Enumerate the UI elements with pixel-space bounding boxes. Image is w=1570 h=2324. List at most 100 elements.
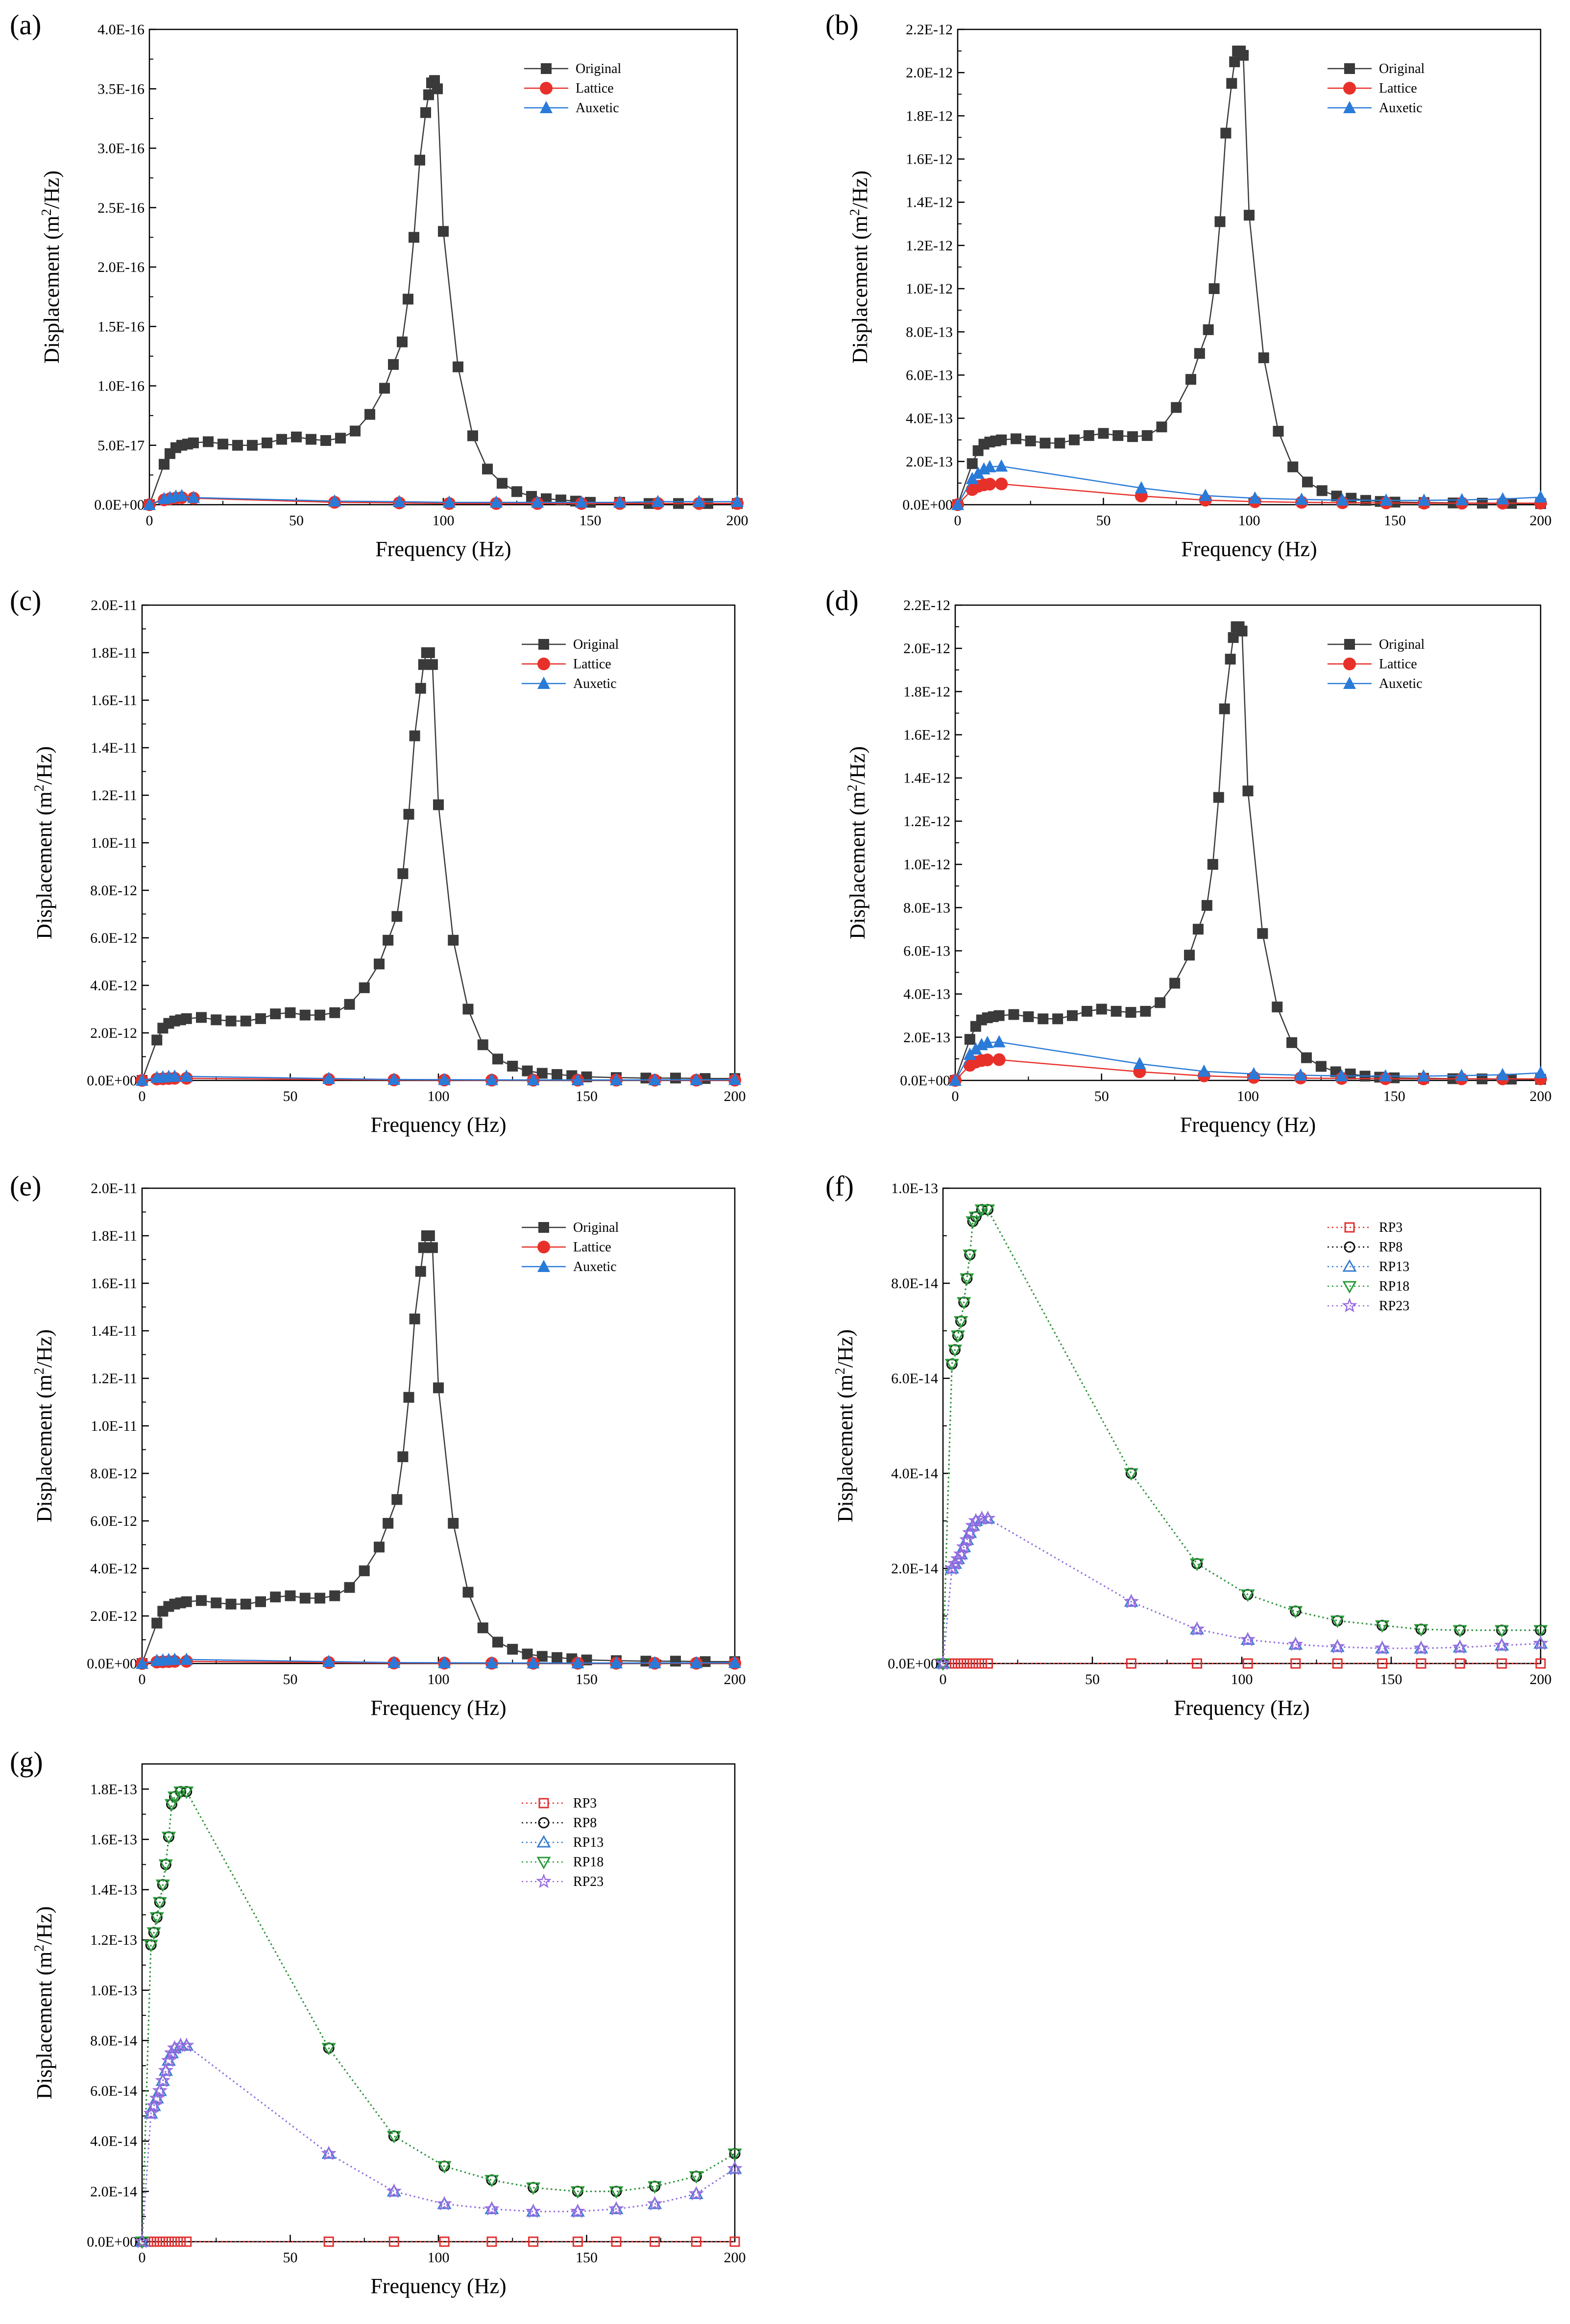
- y-tick-label: 1.2E-12: [903, 813, 950, 830]
- data-point: [1124, 1594, 1138, 1607]
- x-tick-label: 100: [433, 513, 455, 529]
- y-tick-label: 1.8E-11: [91, 1228, 137, 1244]
- data-point: [1123, 1593, 1139, 1609]
- data-point: [507, 1643, 518, 1655]
- data-point: [484, 2175, 499, 2188]
- data-point: [992, 1035, 1006, 1048]
- data-point: [329, 1007, 340, 1018]
- series-line: [141, 2045, 735, 2242]
- legend-label: RP3: [1379, 1220, 1402, 1235]
- data-point: [247, 440, 258, 451]
- data-point: [993, 1010, 1005, 1021]
- data-point: [155, 2073, 170, 2086]
- data-point: [320, 435, 331, 446]
- data-point: [1301, 1052, 1312, 1063]
- y-tick-label: 1.8E-12: [903, 684, 950, 700]
- data-point: [1248, 491, 1261, 504]
- data-point: [146, 1927, 161, 1940]
- data-point: [439, 2236, 450, 2247]
- data-point: [690, 1073, 703, 1085]
- data-point: [536, 1651, 548, 1662]
- x-tick-label: 50: [283, 2250, 298, 2266]
- data-point: [168, 1069, 181, 1082]
- data-point: [497, 478, 507, 489]
- data-point: [964, 1034, 975, 1045]
- data-point: [731, 494, 744, 507]
- y-axis-label: Displacement (m2/Hz): [32, 1329, 56, 1522]
- legend-marker: [1342, 1281, 1357, 1294]
- y-axis-label-tail: /Hz): [833, 1329, 857, 1368]
- y-tick-label: 1.6E-12: [903, 727, 950, 743]
- data-point: [149, 2091, 164, 2104]
- y-axis-label-sup: 2: [32, 784, 47, 791]
- data-point: [143, 498, 156, 510]
- x-axis-label: Frequency (Hz): [1180, 1113, 1316, 1137]
- series-auxetic: [949, 1035, 1547, 1086]
- data-point: [980, 1511, 995, 1524]
- y-tick-label: 6.0E-14: [90, 2083, 137, 2099]
- data-point: [397, 868, 409, 880]
- data-point: [983, 1658, 993, 1669]
- y-tick-label: 6.0E-12: [90, 930, 137, 946]
- plot-frame: [141, 604, 736, 1081]
- data-point: [609, 2186, 624, 2199]
- data-point: [436, 2196, 452, 2211]
- data-point: [167, 1791, 182, 1804]
- data-point: [1534, 490, 1547, 503]
- y-tick-label: 1.2E-13: [90, 1932, 137, 1948]
- data-point: [525, 2203, 541, 2218]
- data-point: [329, 1590, 340, 1601]
- data-point: [1194, 348, 1205, 359]
- data-point: [299, 1009, 311, 1021]
- data-point: [217, 439, 228, 450]
- data-point: [949, 1074, 962, 1086]
- y-tick-label: 0.0E+00: [87, 2234, 137, 2250]
- data-point: [1497, 1658, 1507, 1669]
- legend-marker: [540, 101, 553, 113]
- data-point: [965, 1517, 981, 1533]
- data-point: [255, 1596, 266, 1607]
- legend-label: Auxetic: [1379, 100, 1423, 116]
- data-point: [570, 2203, 586, 2218]
- data-point: [527, 1073, 540, 1086]
- data-point: [1127, 431, 1138, 442]
- x-tick-label: 150: [580, 513, 602, 529]
- x-axis-label: Frequency (Hz): [370, 2274, 506, 2298]
- data-point: [1452, 1625, 1467, 1638]
- y-tick-label: 8.0E-13: [906, 324, 953, 340]
- data-point: [485, 1656, 498, 1668]
- data-point: [1240, 1589, 1255, 1602]
- data-point: [335, 433, 346, 444]
- data-point: [448, 1517, 459, 1529]
- data-point: [575, 495, 588, 508]
- data-point: [610, 1073, 623, 1086]
- x-tick-label: 100: [1237, 1088, 1259, 1104]
- data-point: [1124, 1468, 1138, 1481]
- data-point: [1452, 1639, 1467, 1653]
- data-point: [970, 1658, 981, 1669]
- data-point: [196, 1012, 207, 1023]
- data-point: [409, 1313, 420, 1324]
- data-point: [1125, 1007, 1136, 1018]
- data-point: [387, 1073, 401, 1085]
- panel-label: (d): [825, 585, 859, 616]
- y-tick-label: 4.0E-14: [90, 2133, 137, 2150]
- data-point: [1374, 1640, 1390, 1655]
- series-line: [942, 1209, 1541, 1664]
- data-point: [729, 2236, 740, 2247]
- data-point: [321, 2043, 336, 2055]
- data-point: [962, 1524, 978, 1540]
- series-line: [957, 50, 1541, 505]
- data-point: [328, 494, 341, 507]
- data-point: [379, 383, 390, 394]
- data-point: [968, 1513, 984, 1528]
- data-point: [971, 466, 985, 479]
- series-rp23: [134, 2037, 743, 2249]
- data-point: [1242, 785, 1254, 797]
- data-point: [1038, 1013, 1049, 1025]
- data-point: [437, 2197, 452, 2209]
- data-point: [462, 1587, 474, 1598]
- data-point: [424, 647, 435, 658]
- x-tick-label: 100: [428, 2250, 450, 2266]
